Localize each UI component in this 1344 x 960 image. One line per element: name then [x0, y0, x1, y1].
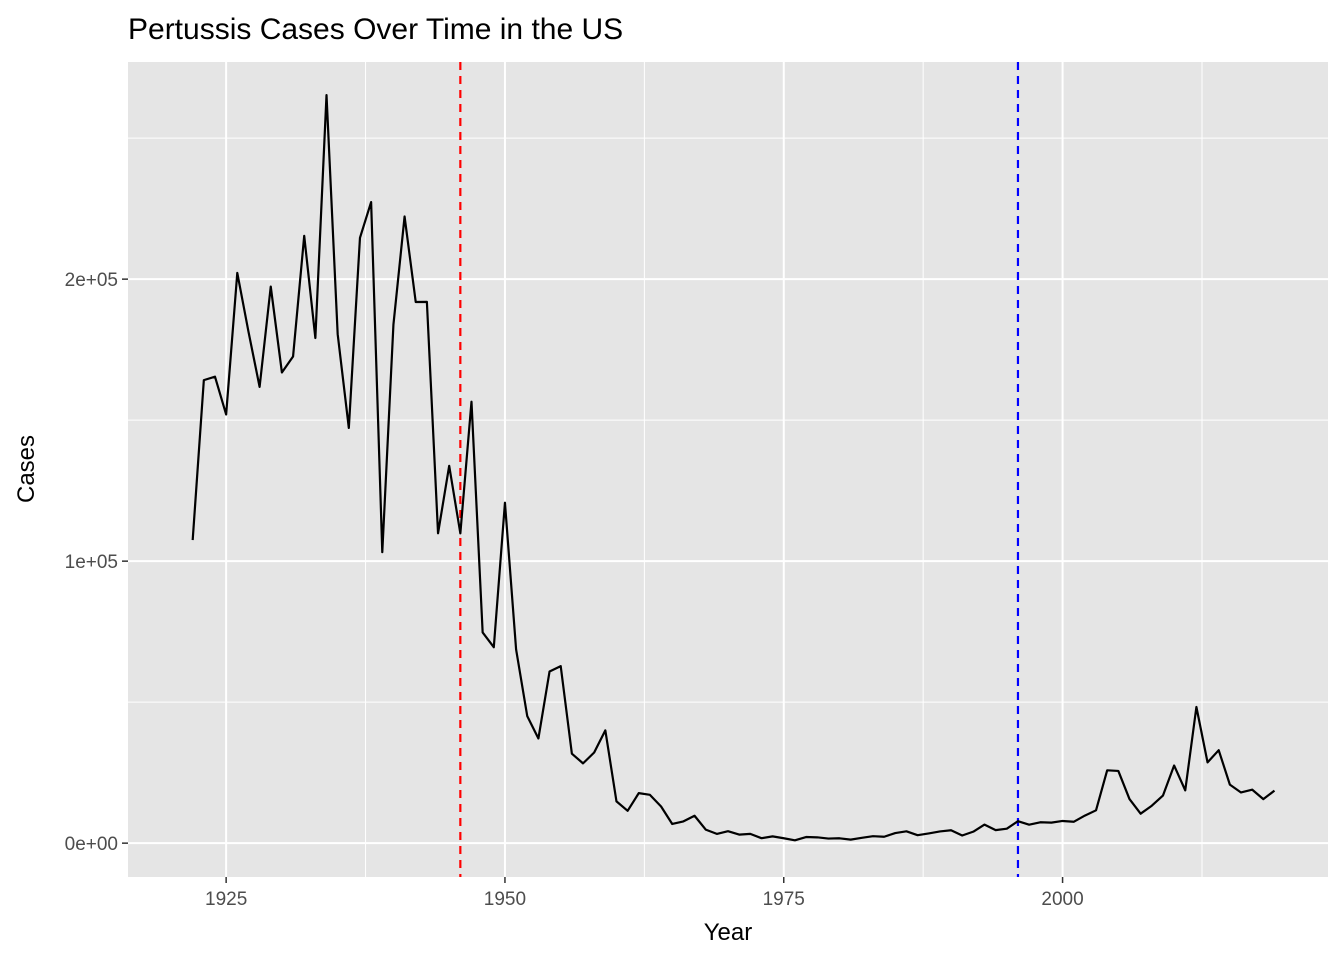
x-tick-label: 1975	[763, 889, 805, 910]
chart-title: Pertussis Cases Over Time in the US	[128, 13, 623, 46]
gridlines	[128, 62, 1328, 877]
plot-panel	[128, 62, 1328, 877]
series-line	[191, 93, 1276, 842]
y-tick-label: 1e+05	[65, 552, 118, 573]
x-tick-label: 1950	[484, 889, 526, 910]
reference-lines	[459, 62, 1020, 877]
y-tick-label: 2e+05	[65, 270, 118, 291]
x-tick-label: 1925	[205, 889, 247, 910]
x-tick-label: 2000	[1041, 889, 1083, 910]
series-group	[191, 93, 1276, 842]
y-tick-label: 0e+00	[65, 834, 118, 855]
y-axis-title: Cases	[13, 435, 40, 503]
y-axis: 0e+00 1e+05 2e+05	[65, 270, 128, 855]
x-axis: 1925 1950 1975 2000	[205, 877, 1084, 910]
x-axis-title: Year	[704, 919, 753, 946]
